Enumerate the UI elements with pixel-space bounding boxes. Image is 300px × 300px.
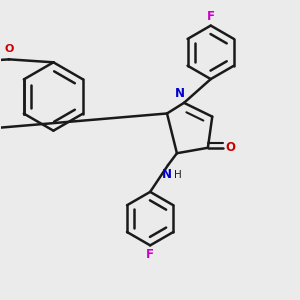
Text: H: H	[174, 169, 182, 180]
Text: N: N	[175, 87, 184, 100]
Text: O: O	[4, 44, 14, 54]
Text: F: F	[146, 248, 154, 261]
Text: N: N	[161, 168, 172, 181]
Text: F: F	[207, 10, 215, 22]
Text: O: O	[225, 141, 235, 154]
